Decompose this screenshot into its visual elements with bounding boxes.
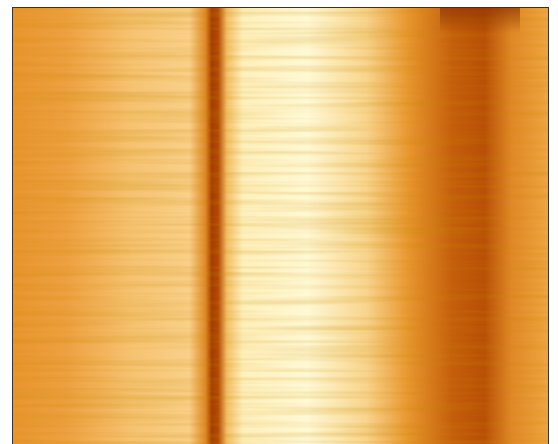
image-shade <box>440 7 520 444</box>
image-frame <box>12 7 549 444</box>
